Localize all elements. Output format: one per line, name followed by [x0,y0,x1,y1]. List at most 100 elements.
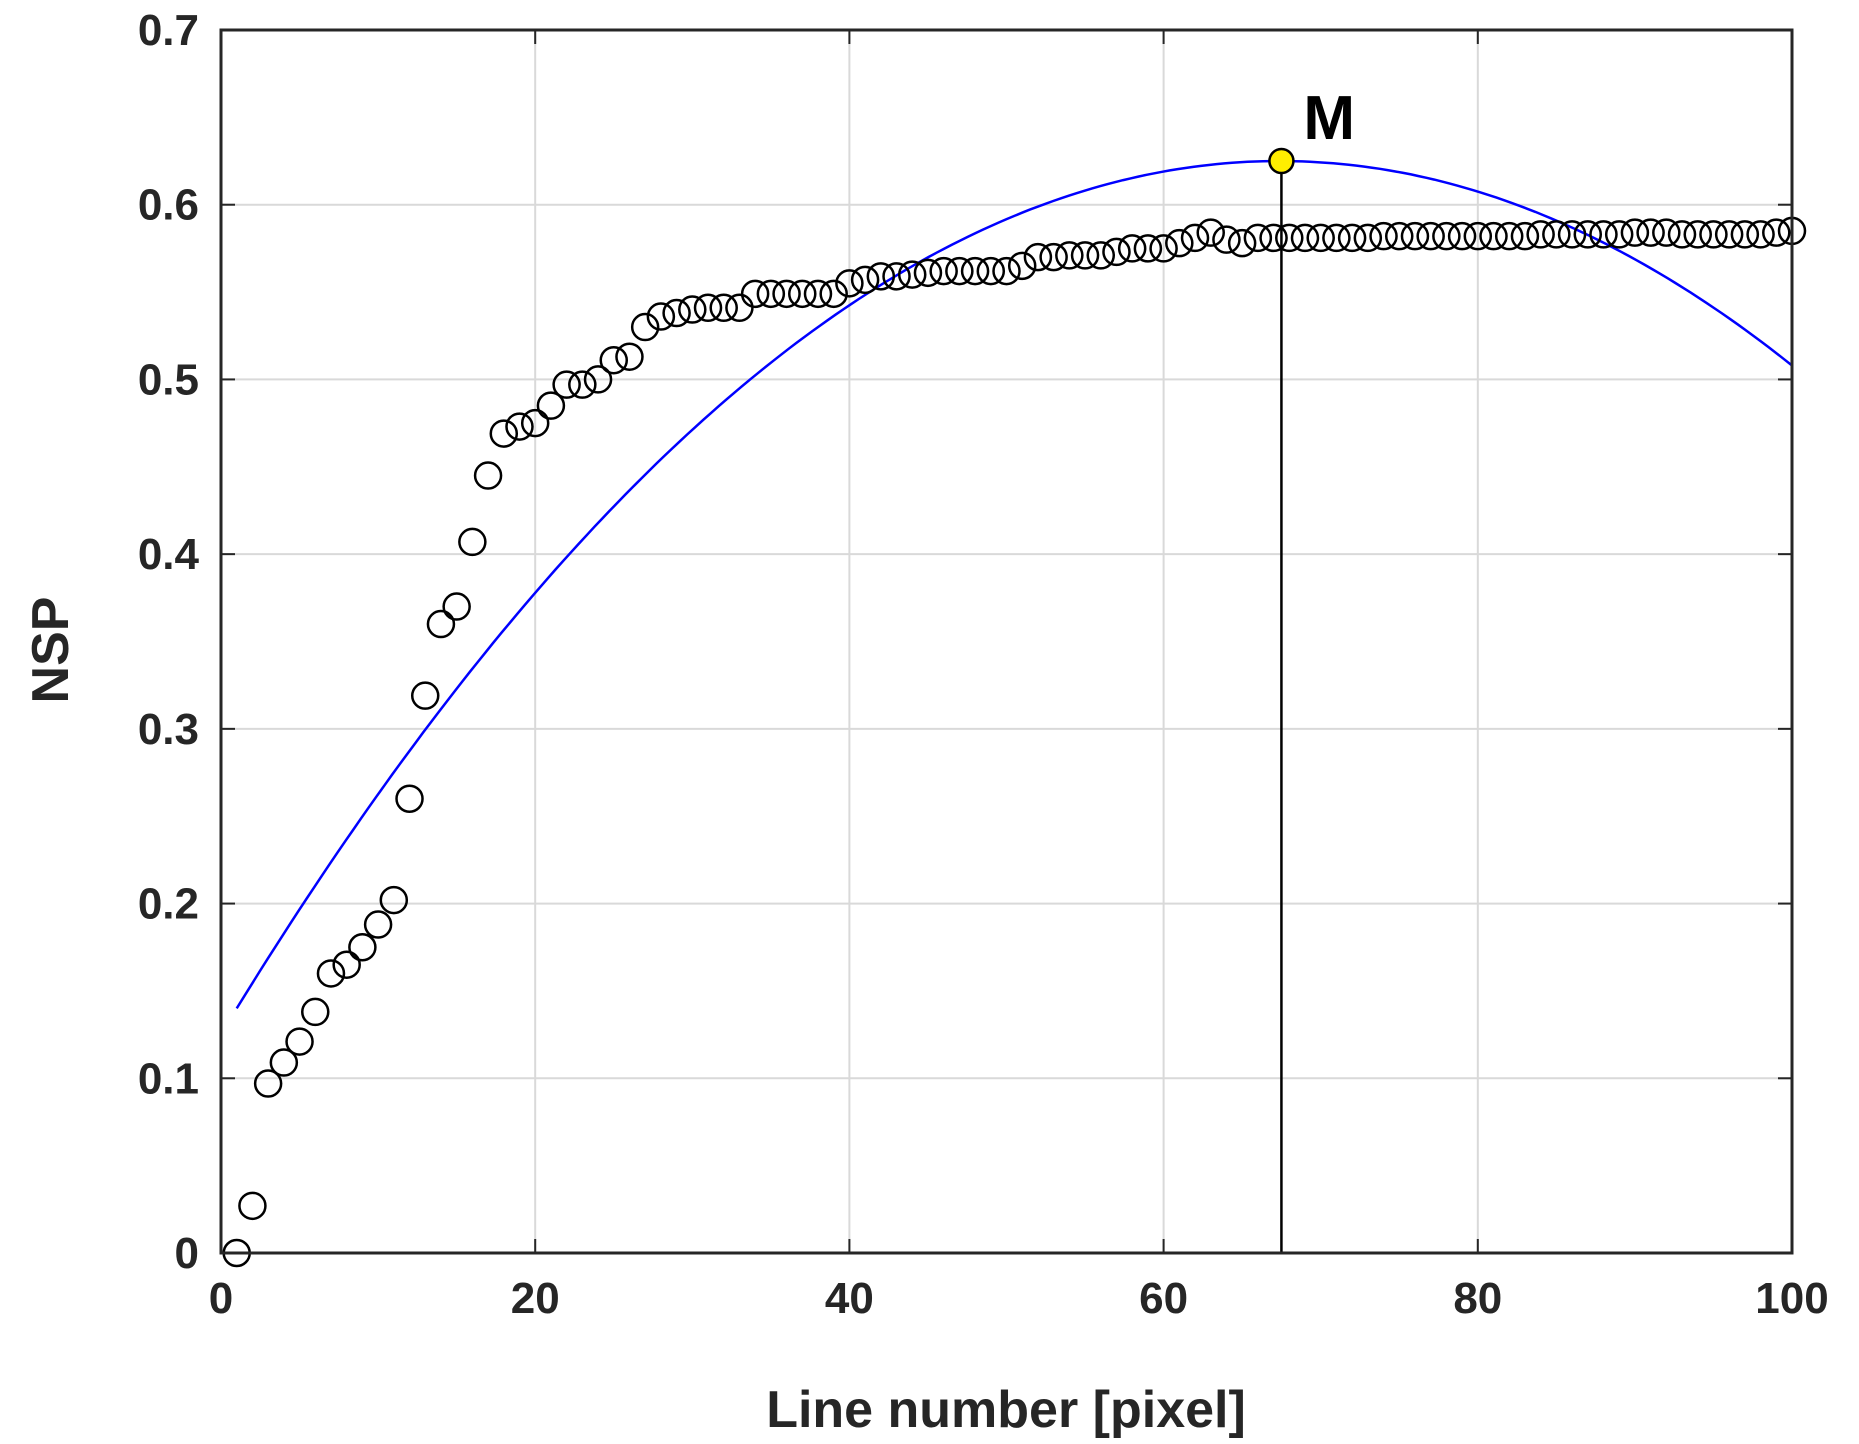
y-tick-label: 0 [175,1229,199,1278]
data-point [426,609,456,639]
data-point [850,265,880,295]
data-point [960,256,990,286]
data-point [285,1027,314,1056]
data-point [1526,220,1555,249]
x-tick-label: 60 [1139,1274,1188,1323]
data-point [693,293,723,323]
data-point [348,933,377,962]
data-point [568,370,597,399]
data-point [913,258,943,288]
data-point [1494,221,1524,251]
y-tick-label: 0.4 [138,530,200,579]
data-point [882,262,911,291]
data-point [552,370,581,399]
data-point [992,256,1021,286]
plot-frame [219,28,1794,1255]
data-point [316,959,346,988]
data-point [583,365,613,394]
fit-curve-layer [235,159,1793,1010]
data-point [646,302,676,331]
data-point [1714,220,1744,249]
data-point [269,1048,299,1077]
data-point [332,950,361,979]
data-point [1463,221,1493,251]
y-axis-label: NSP [22,597,80,704]
data-point [253,1069,283,1098]
data-point [1369,221,1398,251]
data-point [1180,223,1210,253]
y-tick-label: 0.5 [138,355,199,404]
data-point [473,461,503,490]
data-point [662,298,691,328]
data-point [1023,242,1053,272]
data-point [1636,218,1665,247]
data-point [678,295,707,324]
data-point [897,260,927,289]
fit-curve [235,159,1793,1010]
data-point [599,345,628,375]
y-tick-label: 0.7 [138,6,199,55]
data-point [1243,223,1273,253]
data-point [1306,223,1335,253]
data-point [1432,221,1461,251]
data-point [1510,221,1540,251]
data-point [835,269,864,298]
data-point [1620,218,1650,247]
data-point [772,279,801,309]
x-tick-label: 80 [1453,1274,1502,1323]
data-point [1542,220,1571,249]
data-point [945,256,974,286]
data-point [1683,220,1712,249]
x-axis-label: Line number [pixel] [766,1381,1246,1439]
data-point [1102,237,1131,267]
data-point [1353,223,1383,253]
axes-frame [219,28,1794,1255]
data-point [1730,220,1760,249]
data-point [866,262,896,291]
data-point [630,312,660,342]
data-point [1604,220,1634,249]
data-point [1589,220,1618,249]
data-point [803,279,833,309]
data-point [1447,221,1477,251]
data-point [1400,221,1430,251]
data-point [1070,241,1100,270]
data-point [1667,220,1697,249]
data-point [788,279,817,309]
data-point [1212,225,1241,254]
y-tick-label: 0.3 [138,705,199,754]
y-tick-label: 0.6 [138,181,199,230]
y-tick-label: 0.2 [138,880,199,929]
data-point [1573,220,1603,249]
data-points [222,216,1807,1268]
data-point [1762,218,1791,247]
data-point [1086,241,1116,270]
data-point [1290,223,1320,253]
data-point [756,279,786,309]
data-point [1699,220,1728,249]
data-point [442,592,471,621]
data-point [976,256,1006,286]
data-point [1007,251,1037,281]
data-point [363,910,393,939]
grid-lines [221,30,1792,1253]
data-point [379,885,409,915]
y-tick-label: 0.1 [138,1054,199,1103]
x-tick-label: 100 [1755,1274,1828,1323]
data-point [1746,220,1775,249]
data-point [709,293,738,323]
data-point [489,419,519,448]
data-point [1165,228,1194,258]
data-point [1196,218,1225,247]
data-point [520,408,550,438]
data-point [615,342,644,371]
x-tick-label: 0 [209,1274,233,1323]
max-point-marker [1268,147,1295,175]
data-point [929,256,958,286]
data-point [819,279,848,309]
x-tick-label: 40 [825,1274,874,1323]
data-point [1337,223,1367,253]
max-marker-layer: M [1268,84,1355,175]
data-point [458,527,487,557]
